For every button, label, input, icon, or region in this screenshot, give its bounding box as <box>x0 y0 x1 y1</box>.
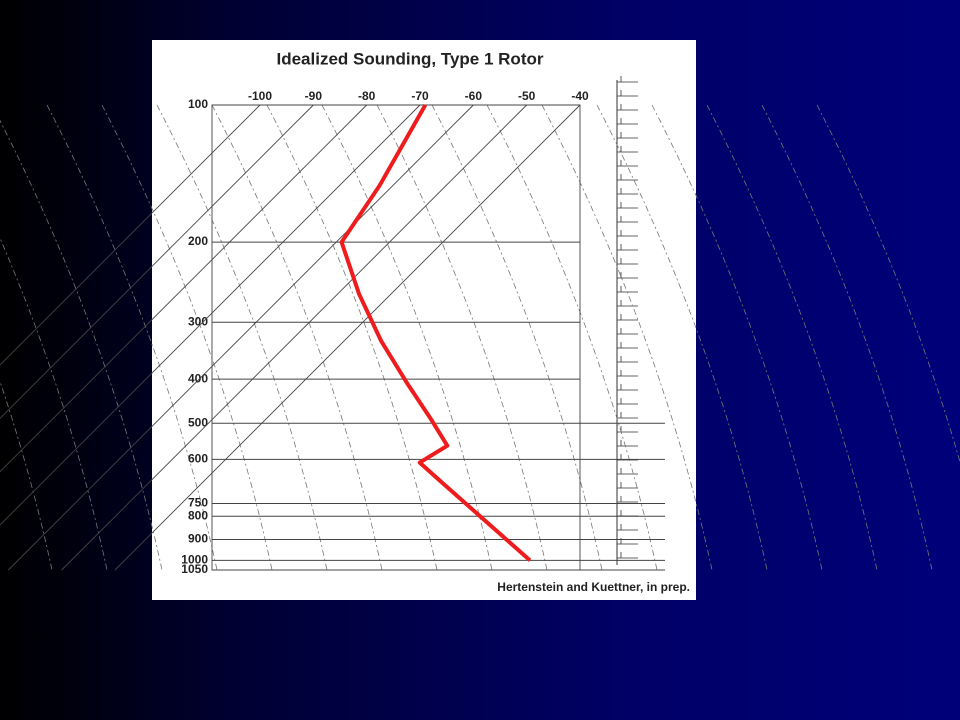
isotherm <box>0 104 421 526</box>
isotherm <box>114 104 581 571</box>
isotherm <box>0 104 261 366</box>
isotherm <box>0 104 314 419</box>
isotherm <box>8 104 474 571</box>
adiabat <box>486 104 658 571</box>
isotherm <box>61 104 527 571</box>
y-tick-label: 200 <box>188 234 208 248</box>
adiabat <box>706 104 878 571</box>
x-tick-label: -100 <box>248 89 272 103</box>
y-tick-label: 1000 <box>181 553 208 567</box>
isotherm <box>0 104 367 473</box>
adiabat <box>596 104 768 571</box>
x-tick-label: -40 <box>571 89 589 103</box>
adiabat <box>321 104 493 571</box>
y-tick-label: 600 <box>188 452 208 466</box>
y-tick-label: 800 <box>188 508 208 522</box>
y-tick-label: 1050 <box>181 562 208 576</box>
x-tick-label: -60 <box>465 89 483 103</box>
adiabat <box>101 104 273 571</box>
y-tick-label: 100 <box>188 97 208 111</box>
y-tick-label: 900 <box>188 532 208 546</box>
adiabat <box>761 104 933 571</box>
adiabat <box>651 104 823 571</box>
annotation: Hertenstein and Kuettner, in prep. <box>497 580 690 594</box>
adiabat <box>431 104 603 571</box>
y-tick-label: 300 <box>188 314 208 328</box>
x-tick-label: -80 <box>358 89 376 103</box>
adiabat <box>0 119 163 571</box>
y-tick-label: 750 <box>188 496 208 510</box>
panel <box>152 40 696 600</box>
x-tick-label: -50 <box>518 89 536 103</box>
x-tick-label: -70 <box>411 89 429 103</box>
wind-barbs <box>616 76 638 565</box>
adiabat <box>46 104 218 571</box>
adiabat <box>156 104 328 571</box>
adiabat <box>541 104 713 571</box>
x-tick-label: -90 <box>305 89 323 103</box>
adiabat <box>0 380 53 571</box>
sounding-line <box>339 104 532 562</box>
adiabat <box>211 104 383 571</box>
adiabat <box>816 104 960 464</box>
y-tick-label: 500 <box>188 415 208 429</box>
adiabat <box>0 237 108 571</box>
adiabat <box>266 104 438 571</box>
chart-title: Idealized Sounding, Type 1 Rotor <box>277 49 544 68</box>
